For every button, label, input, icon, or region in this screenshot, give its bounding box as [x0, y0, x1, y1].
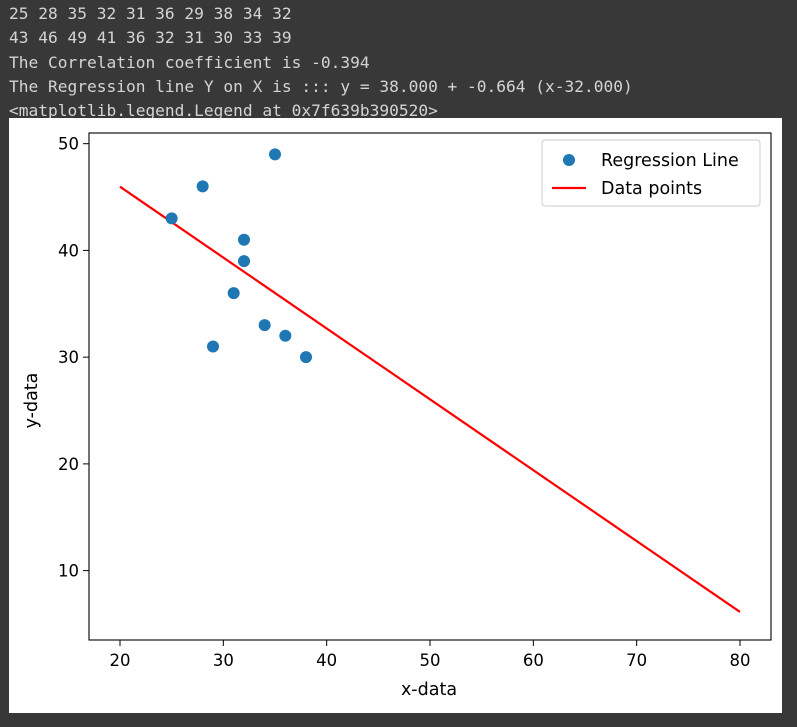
matplotlib-figure: 20 30 40 50 60 70 80 10 20 30 40 50 x-data y-data Regr… [9, 118, 782, 713]
x-tick-label: 60 [523, 651, 544, 670]
x-tick-label: 70 [626, 651, 647, 670]
x-tick-label: 30 [213, 651, 234, 670]
data-point [238, 255, 250, 268]
data-point [207, 340, 219, 353]
data-point [238, 233, 250, 246]
y-tick-label: 20 [58, 455, 79, 474]
y-tick-label: 40 [58, 241, 79, 260]
data-point [269, 148, 281, 161]
output-line-legend-repr: <matplotlib.legend.Legend at 0x7f639b390… [9, 101, 438, 121]
legend-box [541, 139, 761, 207]
data-point [300, 351, 312, 364]
data-point [196, 180, 209, 193]
y-tick-label: 10 [58, 562, 79, 581]
regression-line [119, 185, 741, 613]
x-axis-label: x-data [401, 680, 457, 700]
x-tick-label: 50 [420, 651, 441, 670]
y-tick-label: 50 [58, 135, 79, 154]
data-point [279, 329, 292, 342]
legend-label-line: Data points [601, 179, 702, 199]
legend-marker-scatter [563, 154, 575, 166]
output-line-x-values: 25 28 35 32 31 36 29 38 34 32 [9, 4, 292, 23]
data-point [227, 287, 240, 300]
x-tick-label: 40 [316, 651, 337, 670]
data-point [165, 212, 178, 225]
x-tick-label: 80 [730, 651, 751, 670]
y-axis-label: y-data [22, 373, 42, 429]
cell-output: 25 28 35 32 31 36 29 38 34 32 43 46 49 4… [9, 2, 789, 123]
x-tick-label: 20 [110, 651, 131, 670]
scatter-chart: 20 30 40 50 60 70 80 10 20 30 40 50 x-data y-data Regr… [22, 132, 772, 700]
y-tick-label: 30 [58, 348, 79, 367]
output-line-y-values: 43 46 49 41 36 32 31 30 33 39 [9, 28, 292, 48]
output-line-regression: The Regression line Y on X is ::: y = 38… [9, 76, 633, 96]
data-point [258, 319, 271, 332]
output-line-correlation: The Correlation coefficient is -0.394 [9, 52, 370, 72]
legend-label-scatter: Regression Line [601, 151, 739, 171]
